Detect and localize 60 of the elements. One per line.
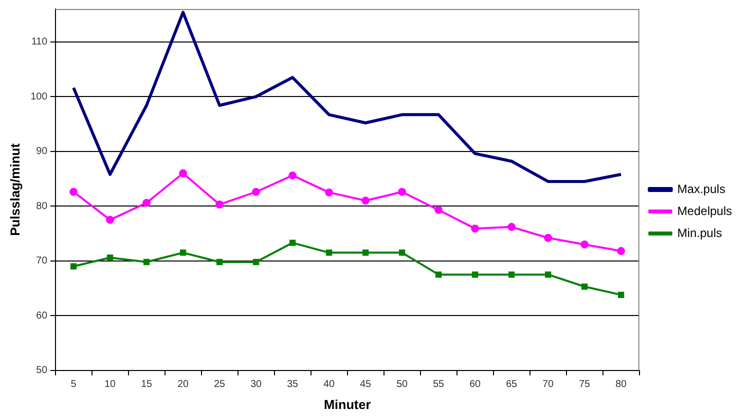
x-tick-label: 50: [396, 379, 408, 390]
y-tick-label: 70: [36, 256, 48, 267]
point: [289, 240, 296, 246]
point: [179, 169, 188, 178]
point: [143, 258, 150, 266]
y-tick-label: 110: [31, 36, 48, 48]
point: [288, 171, 297, 180]
x-tick-label: 30: [250, 379, 262, 390]
y-axis-title: Pulsslag/minut: [7, 142, 22, 236]
point: [544, 271, 552, 278]
x-axis-title: Minuter: [324, 396, 371, 412]
point: [106, 216, 114, 224]
point: [252, 258, 260, 266]
x-tick-label: 20: [177, 379, 190, 390]
point: [70, 263, 77, 270]
x-tick-label: 45: [360, 379, 372, 390]
y-tick-label: 50: [36, 365, 48, 376]
point: [508, 222, 516, 231]
point: [471, 224, 480, 233]
point: [362, 250, 369, 256]
point: [508, 271, 515, 278]
point: [362, 196, 370, 205]
x-tick-label: 40: [323, 379, 336, 390]
x-tick-label: 70: [542, 379, 554, 390]
point: [544, 234, 552, 242]
point: [618, 292, 624, 298]
point: [617, 247, 626, 256]
x-tick-label: 65: [506, 379, 518, 390]
point: [216, 200, 224, 208]
x-tick-label: 35: [286, 379, 299, 390]
x-tick-label: 10: [104, 379, 116, 390]
y-tick-label: 80: [36, 200, 48, 212]
y-tick-label: 60: [36, 310, 48, 322]
point: [435, 271, 442, 278]
legend-label: Medelpuls: [677, 204, 732, 218]
y-tick-label: 90: [36, 146, 48, 158]
point: [472, 271, 478, 278]
point: [581, 284, 588, 290]
point: [398, 188, 406, 196]
point: [180, 250, 186, 256]
point: [434, 206, 443, 214]
point: [326, 250, 332, 256]
x-tick-label: 55: [432, 379, 445, 390]
x-tick-label: 25: [214, 379, 226, 390]
point: [398, 250, 406, 256]
x-tick-label: 5: [70, 379, 77, 390]
x-tick-label: 15: [140, 379, 153, 390]
x-tick-label: 75: [578, 379, 591, 390]
legend-label: Max.puls: [677, 182, 726, 196]
x-tick-label: 80: [615, 379, 628, 390]
point: [216, 258, 223, 266]
point: [142, 198, 151, 207]
y-tick-label: 100: [30, 91, 48, 102]
point: [325, 188, 334, 196]
point: [106, 254, 114, 261]
point: [580, 240, 589, 248]
legend-label: Min.puls: [677, 226, 722, 240]
point: [70, 188, 78, 196]
x-tick-label: 60: [469, 379, 482, 390]
point: [252, 188, 260, 196]
